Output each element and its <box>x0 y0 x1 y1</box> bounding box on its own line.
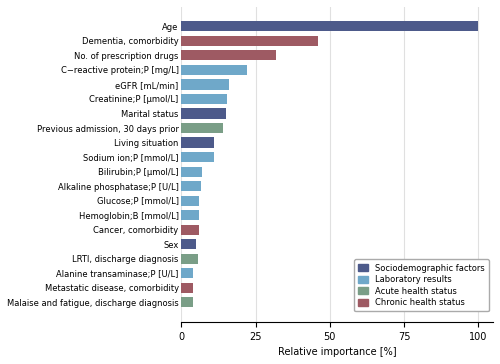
Bar <box>182 210 198 220</box>
Bar <box>182 239 196 249</box>
Bar <box>182 152 214 162</box>
Bar <box>182 254 198 264</box>
Bar <box>182 79 229 90</box>
Bar <box>182 65 247 75</box>
Bar <box>182 108 226 119</box>
Bar <box>182 167 202 177</box>
Bar <box>182 50 276 60</box>
Bar <box>182 268 194 278</box>
Bar <box>182 94 228 104</box>
Bar <box>182 181 201 191</box>
Bar <box>182 297 194 308</box>
Bar <box>182 21 478 31</box>
Legend: Sociodemographic factors, Laboratory results, Acute health status, Chronic healt: Sociodemographic factors, Laboratory res… <box>354 260 489 311</box>
Bar <box>182 283 194 293</box>
Bar <box>182 225 200 235</box>
Bar <box>182 195 200 206</box>
Bar <box>182 36 318 46</box>
Bar <box>182 123 223 133</box>
Bar <box>182 138 214 148</box>
X-axis label: Relative importance [%]: Relative importance [%] <box>278 347 396 357</box>
